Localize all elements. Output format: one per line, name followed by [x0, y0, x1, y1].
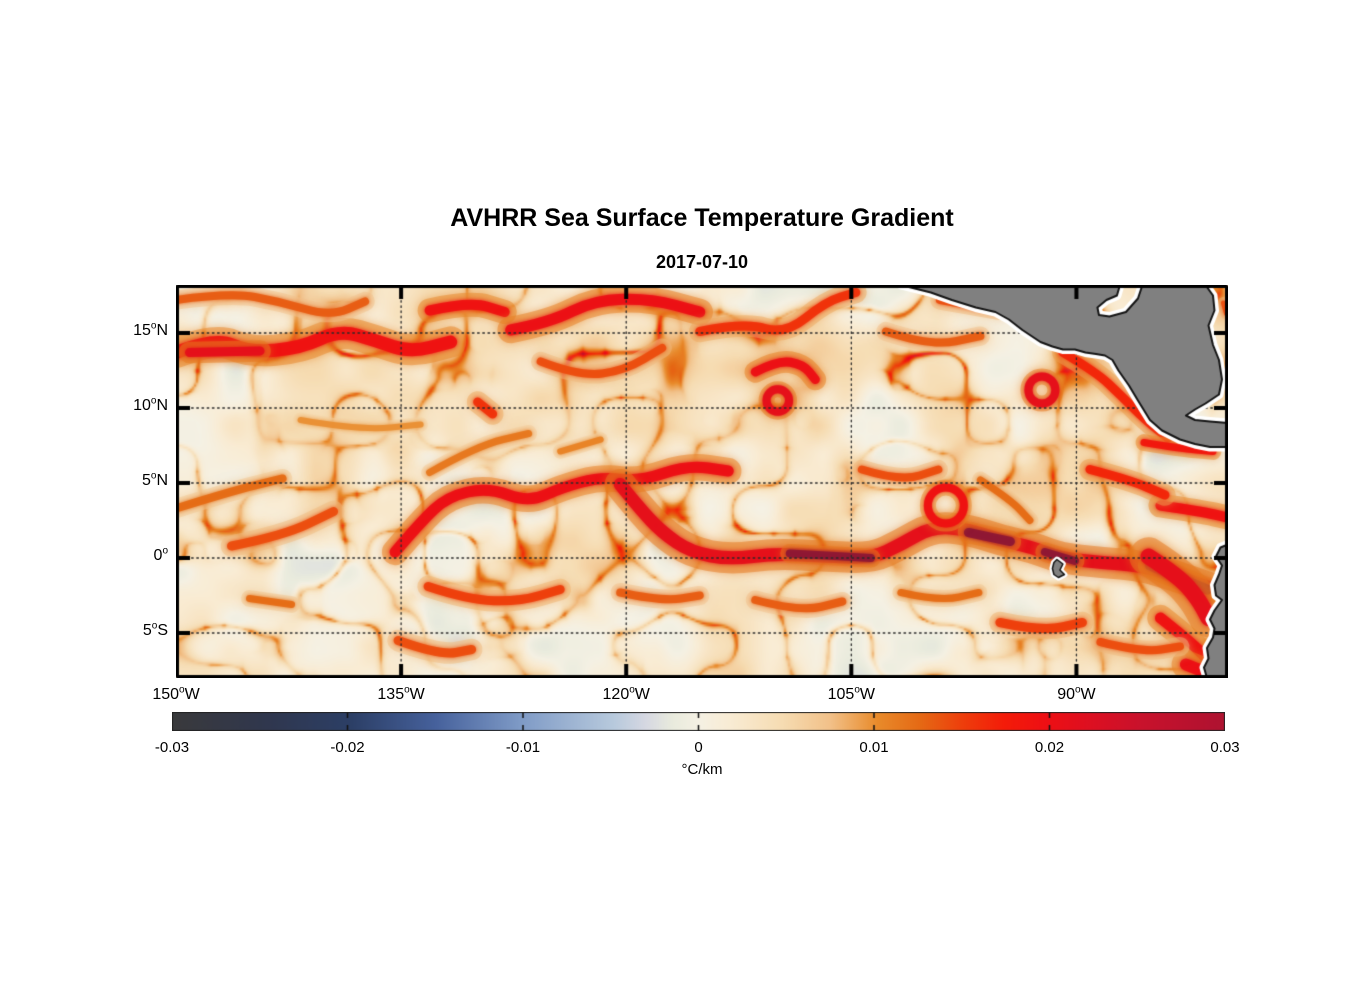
x-tick-label-120W: 120oW	[602, 684, 650, 703]
y-tick-label-15N: 15oN	[133, 320, 168, 339]
colorbar-tick-label-0.02: 0.02	[1034, 739, 1065, 756]
y-tick-label-0eq: 0o	[153, 545, 168, 564]
map-plot	[176, 285, 1228, 678]
colorbar-tick-label-0.01: 0.01	[859, 739, 889, 756]
x-tick-label-150W: 150oW	[152, 684, 200, 703]
colorbar-tick-label--0.02: -0.02	[330, 739, 365, 756]
colorbar-tick-label--0.03: -0.03	[154, 739, 190, 756]
sst-gradient-heatmap	[176, 285, 1228, 678]
colorbar	[172, 712, 1225, 731]
chart-title: AVHRR Sea Surface Temperature Gradient	[450, 204, 954, 232]
colorbar-tick-label-0.03: 0.03	[1210, 739, 1240, 756]
colorbar-tick-label--0.01: -0.01	[505, 739, 541, 756]
x-tick-label-90W: 90oW	[1057, 684, 1096, 703]
colorbar-unit-label: °C/km	[681, 761, 723, 778]
y-tick-label-5S: 5oS	[142, 620, 168, 639]
x-tick-label-105W: 105oW	[827, 684, 875, 703]
colorbar-tick-label-0: 0	[694, 739, 703, 756]
y-tick-label-10N: 10oN	[133, 395, 168, 414]
x-tick-label-135W: 135oW	[377, 684, 425, 703]
chart-date: 2017-07-10	[655, 252, 749, 272]
y-tick-label-5N: 5oN	[141, 470, 168, 489]
